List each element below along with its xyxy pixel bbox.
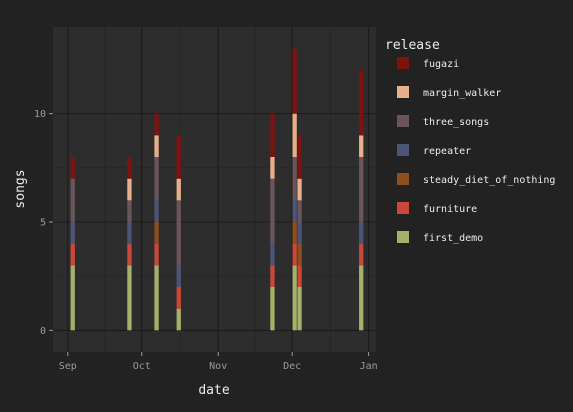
bar-segment-furniture	[292, 243, 297, 266]
bar-segment-repeater	[297, 222, 302, 244]
bar-segment-repeater	[176, 265, 181, 287]
legend-swatch-first_demo	[397, 231, 409, 243]
legend-label-first_demo: first_demo	[423, 233, 483, 244]
x-tick-label: Nov	[209, 361, 227, 372]
bar-segment-fugazi	[154, 113, 159, 136]
x-tick-label: Dec	[283, 361, 301, 372]
bar-segment-three_songs	[297, 200, 302, 222]
bar-segment-furniture	[176, 287, 181, 309]
legend-label-repeater: repeater	[423, 146, 471, 157]
y-tick-label: 10	[34, 109, 46, 120]
bar-segment-first_demo	[292, 265, 297, 331]
legend-swatch-margin_walker	[397, 86, 409, 98]
bar-segment-margin_walker	[297, 178, 302, 201]
bar-segment-margin_walker	[127, 178, 132, 201]
bar-segment-furniture	[359, 243, 364, 266]
bar-segment-margin_walker	[359, 135, 364, 157]
y-tick-label: 0	[40, 326, 46, 337]
bar-segment-fugazi	[292, 48, 297, 114]
grid-lines	[53, 27, 376, 352]
legend-label-three_songs: three_songs	[423, 117, 489, 128]
x-tick-label: Sep	[59, 361, 77, 372]
legend-title: release	[385, 38, 440, 53]
bar-segment-first_demo	[297, 287, 302, 331]
bar-segment-first_demo	[359, 265, 364, 331]
bar-segment-first_demo	[70, 265, 75, 331]
y-axis-title: songs	[13, 169, 28, 208]
bar-segment-fugazi	[359, 70, 364, 136]
bar-segment-steady_diet_of_nothing	[297, 243, 302, 266]
legend-swatch-repeater	[397, 144, 409, 156]
bar-segment-three_songs	[270, 178, 275, 244]
x-tick-label: Jan	[360, 361, 378, 372]
bar-segment-margin_walker	[292, 113, 297, 157]
bars	[70, 48, 364, 331]
bar-segment-fugazi	[70, 157, 75, 179]
bar-segment-furniture	[154, 243, 159, 266]
bar-segment-three_songs	[176, 200, 181, 266]
legend-swatch-three_songs	[397, 115, 409, 127]
x-axis-title: date	[198, 383, 229, 398]
bar-segment-first_demo	[154, 265, 159, 331]
legend-label-fugazi: fugazi	[423, 59, 459, 70]
bar-segment-steady_diet_of_nothing	[154, 222, 159, 244]
bar-segment-margin_walker	[270, 157, 275, 179]
bar-segment-repeater	[359, 222, 364, 244]
legend-label-margin_walker: margin_walker	[423, 88, 501, 99]
bar-segment-furniture	[297, 265, 302, 287]
y-axis-ticks: 0 5 10	[34, 109, 53, 337]
bar-segment-first_demo	[176, 308, 181, 331]
legend-swatch-fugazi	[397, 57, 409, 69]
bar-segment-three_songs	[359, 157, 364, 222]
bar-segment-furniture	[127, 243, 132, 266]
y-tick-label: 5	[40, 218, 46, 229]
legend-label-steady_diet_of_nothing: steady_diet_of_nothing	[423, 175, 555, 186]
bar-segment-repeater	[70, 222, 75, 244]
plot-panel	[53, 27, 376, 352]
bar-segment-fugazi	[270, 113, 275, 157]
bar-segment-first_demo	[127, 265, 132, 331]
legend-swatch-furniture	[397, 202, 409, 214]
bar-segment-margin_walker	[154, 135, 159, 157]
bar-segment-three_songs	[70, 178, 75, 222]
legend-label-furniture: furniture	[423, 204, 477, 215]
legend-swatch-steady_diet_of_nothing	[397, 173, 409, 185]
bar-segment-repeater	[154, 200, 159, 222]
legend: release fugazi margin_walker three_songsre…	[385, 38, 555, 244]
bar-segment-repeater	[127, 222, 132, 244]
bar-segment-three_songs	[292, 157, 297, 201]
bar-segment-first_demo	[270, 287, 275, 331]
bar-segment-repeater	[270, 243, 275, 266]
bar-segment-fugazi	[297, 135, 302, 179]
bar-segment-fugazi	[127, 157, 132, 179]
bar-segment-fugazi	[176, 135, 181, 179]
bar-segment-furniture	[270, 265, 275, 287]
bar-segment-three_songs	[127, 200, 132, 222]
x-tick-label: Oct	[133, 361, 151, 372]
bar-segment-three_songs	[154, 157, 159, 201]
bar-segment-furniture	[70, 243, 75, 266]
x-axis-ticks: Sep Oct Nov Dec Jan	[59, 352, 378, 372]
bar-segment-margin_walker	[176, 178, 181, 201]
bar-segment-steady_diet_of_nothing	[292, 222, 297, 244]
bar-segment-repeater	[292, 200, 297, 222]
